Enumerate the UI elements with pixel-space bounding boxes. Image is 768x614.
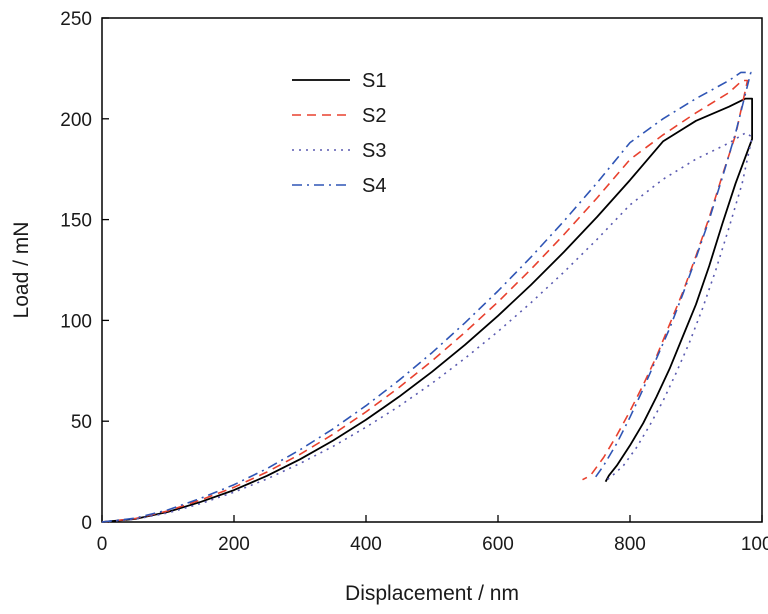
series-line-s3 bbox=[101, 132, 753, 523]
y-tick-label: 150 bbox=[60, 211, 92, 232]
series-line-s4 bbox=[101, 71, 752, 523]
y-tick-label: 200 bbox=[60, 110, 92, 131]
y-tick-label: 250 bbox=[60, 9, 92, 30]
legend: S1 S2 S3 S4 bbox=[292, 70, 386, 197]
y-tick-label: 50 bbox=[71, 412, 92, 433]
x-tick-label: 200 bbox=[218, 534, 250, 555]
x-tick-label: 0 bbox=[97, 534, 108, 555]
series-line-s1 bbox=[101, 97, 753, 523]
legend-label-s4: S4 bbox=[362, 175, 386, 197]
y-axis-ticks: 0 50 100 150 200 250 bbox=[60, 9, 109, 534]
legend-label-s1: S1 bbox=[362, 70, 386, 92]
y-axis-title: Load / mN bbox=[10, 222, 33, 319]
plot-frame bbox=[101, 17, 763, 523]
x-tick-label: 800 bbox=[614, 534, 646, 555]
y-tick-label: 0 bbox=[81, 513, 92, 534]
legend-label-s2: S2 bbox=[362, 105, 386, 127]
legend-label-s3: S3 bbox=[362, 140, 386, 162]
x-tick-label: 600 bbox=[482, 534, 514, 555]
y-tick-label: 100 bbox=[60, 311, 92, 332]
x-axis-title: Displacement / nm bbox=[345, 582, 519, 605]
series-layer bbox=[101, 71, 753, 523]
x-tick-label: 400 bbox=[350, 534, 382, 555]
series-line-s2 bbox=[101, 79, 749, 523]
